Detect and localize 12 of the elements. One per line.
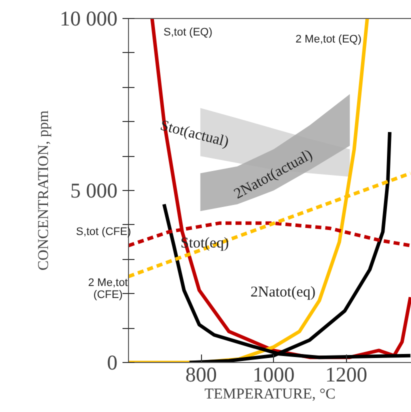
x-tick-label: 1000	[252, 362, 295, 386]
x-tick-label: 1200	[325, 362, 368, 386]
annotation: S,tot (EQ)	[164, 26, 212, 38]
y-axis-title: CONCENTRATION, ppm	[36, 110, 52, 270]
x-axis-title: TEMPERATURE, °C	[204, 386, 336, 402]
y-tick-label: 5 000	[70, 178, 118, 202]
x-tick-label: 800	[185, 362, 217, 386]
annotation: 2 Me,tot (EQ)	[296, 34, 362, 46]
y-tick-label: 10 000	[60, 6, 118, 30]
y-tick-label: 0	[107, 350, 118, 374]
annotation: 2Natot(eq)	[250, 284, 316, 300]
text: 2 Me,tot (CFE)	[88, 276, 128, 302]
